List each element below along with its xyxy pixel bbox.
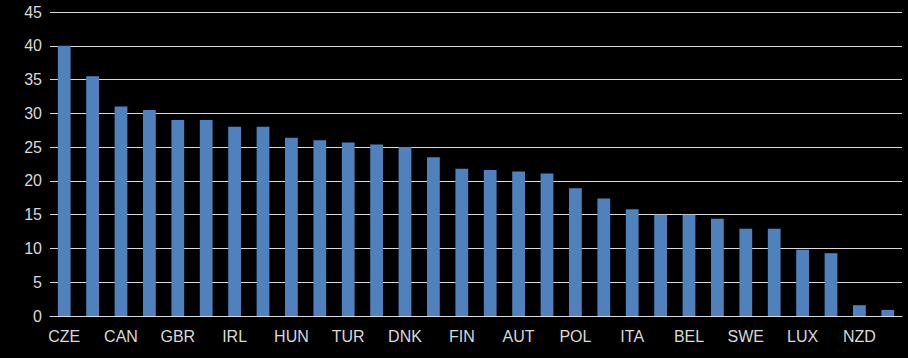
svg-text:0: 0 xyxy=(33,308,42,325)
svg-text:TUR: TUR xyxy=(332,328,365,345)
svg-text:FIN: FIN xyxy=(449,328,475,345)
svg-text:CAN: CAN xyxy=(104,328,138,345)
svg-text:HUN: HUN xyxy=(274,328,309,345)
svg-text:IRL: IRL xyxy=(222,328,247,345)
svg-text:30: 30 xyxy=(24,105,42,122)
svg-text:LUX: LUX xyxy=(787,328,818,345)
svg-text:45: 45 xyxy=(24,4,42,21)
svg-text:25: 25 xyxy=(24,139,42,156)
svg-text:CZE: CZE xyxy=(48,328,80,345)
svg-text:5: 5 xyxy=(33,274,42,291)
svg-text:DNK: DNK xyxy=(388,328,422,345)
svg-text:GBR: GBR xyxy=(160,328,195,345)
svg-text:15: 15 xyxy=(24,206,42,223)
svg-text:NZD: NZD xyxy=(843,328,876,345)
svg-text:BEL: BEL xyxy=(674,328,704,345)
svg-text:ITA: ITA xyxy=(620,328,644,345)
svg-text:40: 40 xyxy=(24,37,42,54)
svg-text:35: 35 xyxy=(24,71,42,88)
svg-text:POL: POL xyxy=(559,328,591,345)
svg-text:10: 10 xyxy=(24,240,42,257)
svg-text:20: 20 xyxy=(24,172,42,189)
svg-text:AUT: AUT xyxy=(503,328,535,345)
svg-text:SWE: SWE xyxy=(728,328,764,345)
